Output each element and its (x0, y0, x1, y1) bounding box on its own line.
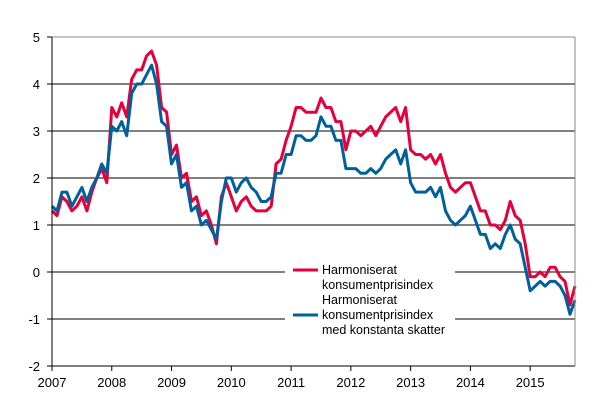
x-tick-label: 2011 (277, 375, 305, 390)
legend-label: konsumentprisindex (322, 278, 434, 292)
x-tick-label: 2007 (38, 375, 67, 390)
legend: HarmoniseratkonsumentprisindexHarmoniser… (285, 258, 455, 352)
legend-label: konsumentprisindex (322, 308, 434, 322)
y-tick-label: -1 (28, 312, 40, 327)
x-tick-label: 2014 (456, 375, 485, 390)
legend-label: Harmoniserat (322, 263, 398, 277)
y-tick-label: 1 (33, 218, 40, 233)
series-line-2 (50, 63, 577, 316)
legend-box (285, 258, 455, 352)
legend-label: med konstanta skatter (322, 323, 445, 337)
x-tick-label: 2013 (396, 375, 425, 390)
x-axis-tick-labels: 2007 2008 2009 2010 2011 2012 2013 2014 2015 (38, 375, 545, 390)
x-tick-label: 2010 (217, 375, 246, 390)
x-tick-label: 2009 (157, 375, 186, 390)
y-axis-tick-labels: -2 -1 0 1 2 3 4 5 (28, 30, 40, 374)
y-tick-label: 2 (33, 171, 40, 186)
series-line-1 (50, 49, 577, 307)
series-lines (50, 49, 577, 316)
y-tick-label: 3 (33, 124, 40, 139)
y-tick-label: -2 (28, 359, 40, 374)
y-tick-label: 4 (33, 77, 40, 92)
y-tick-label: 0 (33, 265, 40, 280)
x-tick-label: 2012 (336, 375, 365, 390)
legend-label: Harmoniserat (322, 293, 398, 307)
x-tick-label: 2008 (97, 375, 126, 390)
x-tick-label: 2015 (516, 375, 545, 390)
y-tick-label: 5 (33, 30, 40, 45)
